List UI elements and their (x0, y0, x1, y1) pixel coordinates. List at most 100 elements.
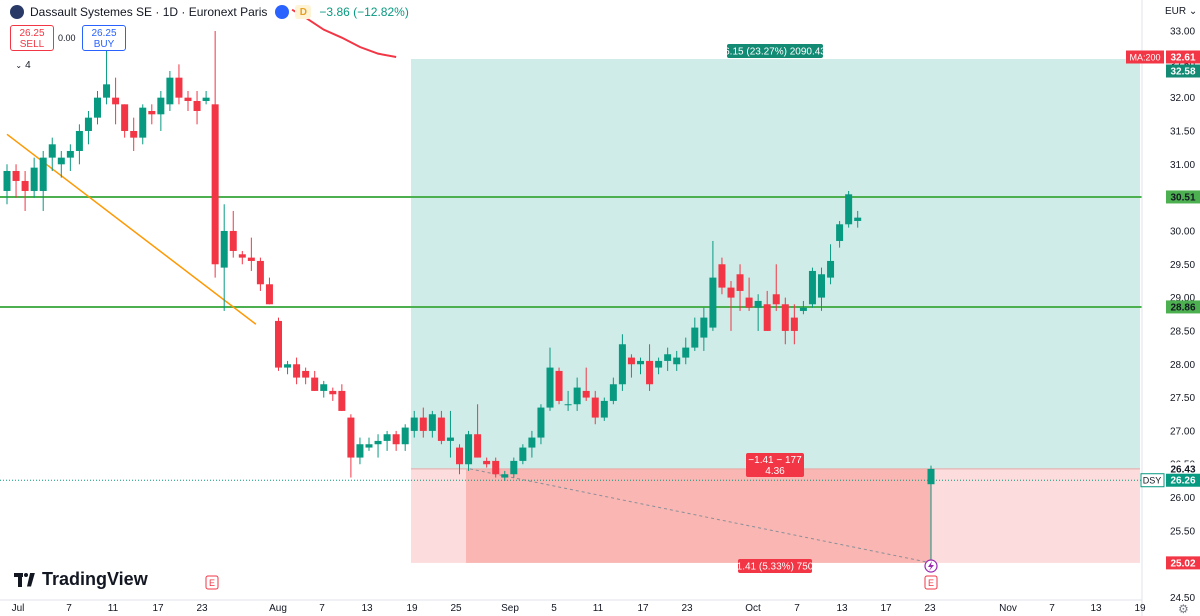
candle[interactable] (103, 84, 111, 98)
candle[interactable] (184, 97, 192, 101)
candle[interactable] (546, 367, 554, 408)
candle[interactable] (320, 384, 328, 391)
candle[interactable] (419, 417, 427, 431)
candle[interactable] (148, 110, 156, 115)
candle[interactable] (582, 390, 590, 398)
candle[interactable] (39, 157, 47, 191)
candle[interactable] (247, 257, 255, 261)
candle[interactable] (21, 180, 29, 191)
candle[interactable] (166, 77, 174, 105)
candle[interactable] (519, 447, 527, 461)
candle[interactable] (483, 460, 491, 465)
candle[interactable] (446, 437, 454, 441)
candle[interactable] (781, 304, 789, 331)
candle[interactable] (84, 117, 92, 131)
candle[interactable] (265, 284, 273, 305)
candle[interactable] (383, 434, 391, 441)
candle[interactable] (465, 434, 473, 465)
candle[interactable] (664, 354, 672, 361)
candle[interactable] (718, 264, 726, 288)
candle[interactable] (374, 440, 382, 445)
candle[interactable] (591, 397, 599, 418)
buy-button[interactable]: 26.25 BUY (82, 25, 126, 51)
candle[interactable] (528, 437, 536, 448)
candle[interactable] (347, 417, 355, 458)
profit-zone[interactable] (411, 59, 1140, 469)
candle[interactable] (256, 260, 264, 285)
candle[interactable] (66, 150, 74, 158)
candle[interactable] (673, 357, 681, 365)
candle[interactable] (790, 317, 798, 331)
candle[interactable] (655, 360, 663, 368)
candle[interactable] (229, 230, 237, 251)
candle[interactable] (428, 414, 436, 431)
candle[interactable] (510, 460, 518, 475)
candle[interactable] (763, 304, 771, 331)
candle[interactable] (682, 347, 690, 358)
candle[interactable] (293, 364, 301, 378)
candle[interactable] (646, 360, 654, 385)
candle[interactable] (139, 107, 147, 138)
candle[interactable] (112, 97, 120, 105)
candle[interactable] (121, 104, 129, 131)
earnings-marker-icon[interactable] (205, 575, 219, 590)
candle[interactable] (57, 157, 65, 165)
candle[interactable] (627, 357, 635, 365)
candle[interactable] (437, 417, 445, 441)
candle[interactable] (392, 434, 400, 445)
candle[interactable] (474, 434, 482, 458)
candle[interactable] (700, 317, 708, 338)
candle[interactable] (827, 260, 835, 278)
candle[interactable] (745, 297, 753, 308)
candle[interactable] (845, 194, 853, 225)
candle[interactable] (808, 270, 816, 305)
tradingview-logo[interactable]: TradingView (14, 569, 148, 590)
candle[interactable] (709, 277, 717, 328)
candle[interactable] (356, 444, 364, 458)
candle[interactable] (818, 274, 825, 298)
candle[interactable] (75, 130, 83, 151)
candle[interactable] (927, 468, 935, 485)
candle[interactable] (555, 370, 563, 401)
candle[interactable] (410, 417, 418, 431)
candle[interactable] (175, 77, 183, 98)
candle[interactable] (401, 427, 409, 445)
earnings-marker-icon[interactable] (924, 575, 938, 590)
candle[interactable] (573, 387, 581, 405)
candle[interactable] (537, 407, 545, 438)
candle[interactable] (492, 460, 500, 475)
candle[interactable] (48, 144, 56, 158)
candle[interactable] (772, 294, 780, 305)
candle[interactable] (302, 370, 310, 378)
candle[interactable] (564, 404, 572, 406)
candle[interactable] (736, 274, 744, 291)
candle[interactable] (754, 300, 762, 308)
candle[interactable] (727, 287, 735, 298)
candle[interactable] (501, 474, 509, 478)
candle[interactable] (12, 170, 20, 181)
sell-button[interactable]: 26.25 SELL (10, 25, 54, 51)
candle[interactable] (854, 217, 862, 221)
candle[interactable] (365, 444, 373, 448)
candle[interactable] (284, 364, 292, 368)
candle[interactable] (311, 377, 319, 391)
candle[interactable] (329, 390, 337, 395)
candle[interactable] (130, 130, 138, 138)
candle[interactable] (275, 320, 282, 368)
candle[interactable] (3, 170, 11, 191)
candle[interactable] (456, 447, 463, 465)
candle[interactable] (637, 360, 644, 365)
candle[interactable] (618, 344, 626, 385)
candle[interactable] (202, 97, 210, 101)
candle[interactable] (220, 230, 228, 268)
indicators-toggle[interactable]: ⌄ 4 (10, 57, 36, 73)
candle[interactable] (836, 224, 844, 241)
trendline[interactable] (6, 133, 257, 325)
currency-selector[interactable]: EUR ⌄ (1165, 6, 1197, 17)
candle[interactable] (211, 104, 219, 265)
symbol-title[interactable]: Dassault Systemes SE · 1D · Euronext Par… (30, 5, 268, 19)
candle[interactable] (691, 327, 699, 348)
candle[interactable] (193, 100, 201, 111)
candle[interactable] (338, 390, 346, 411)
